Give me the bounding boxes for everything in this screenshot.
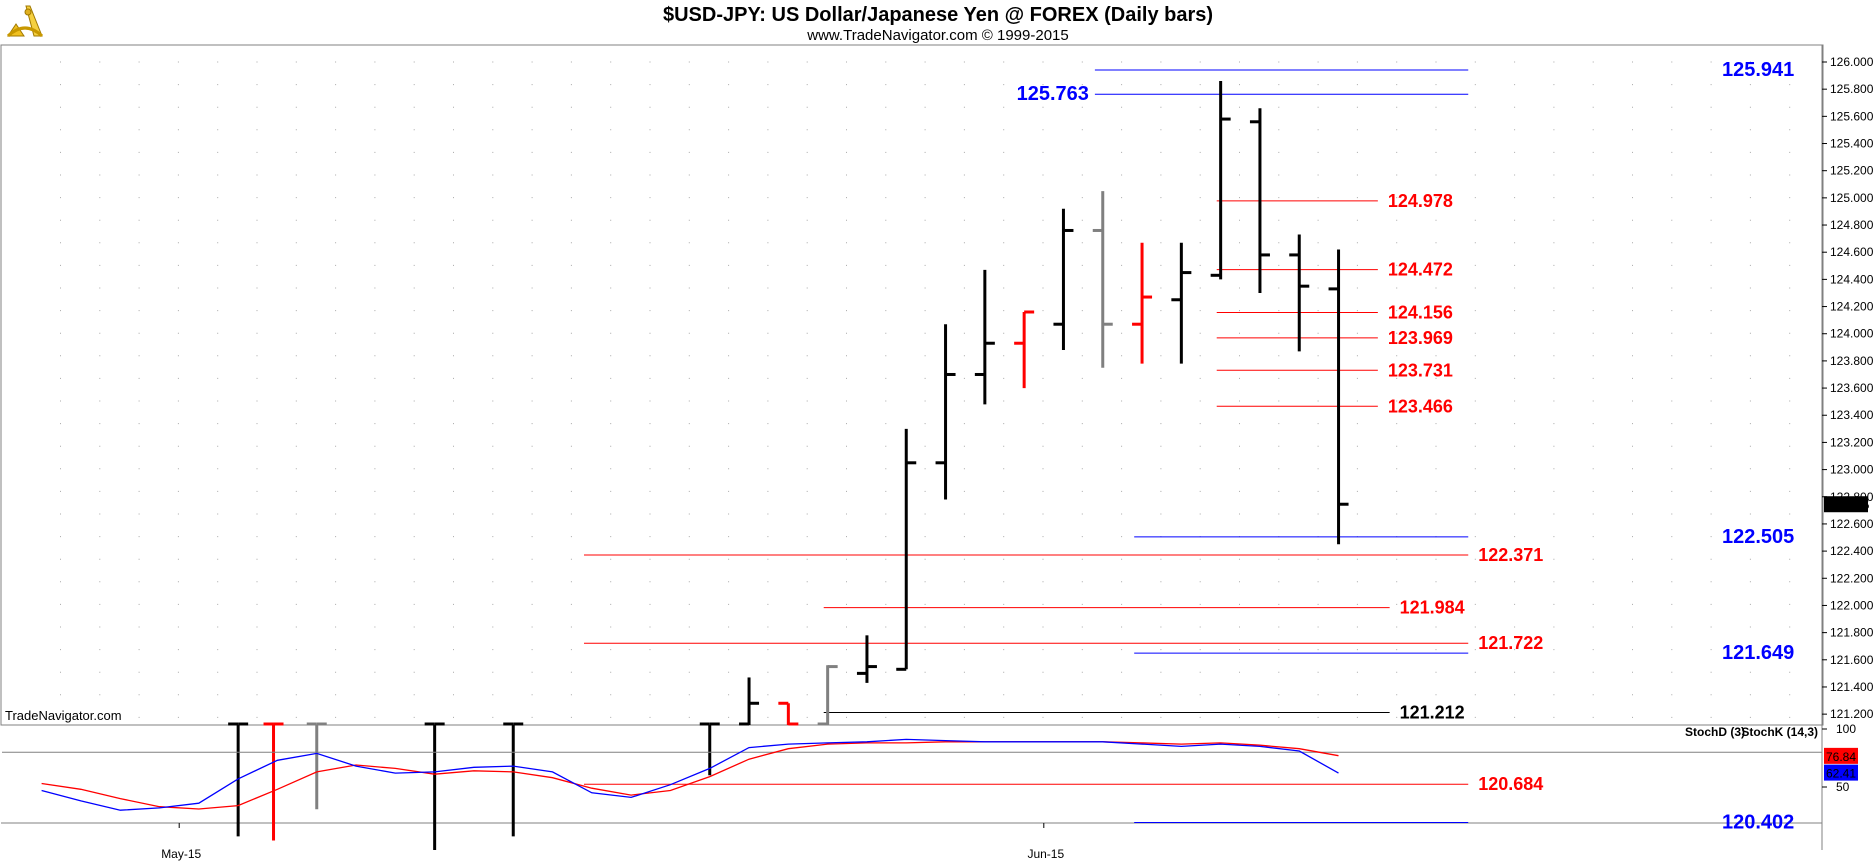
sextant-logo-icon [6, 5, 44, 38]
price-tick-label: 121.200 [1830, 707, 1874, 721]
watermark: TradeNavigator.com [5, 708, 122, 723]
date-axis: May-15 Jun-15 [161, 823, 1064, 861]
date-tick-label: Jun-15 [1027, 847, 1064, 861]
price-tick-label: 125.400 [1830, 137, 1874, 151]
grid-dots [60, 61, 1791, 718]
chart-title: $USD-JPY: US Dollar/Japanese Yen @ FOREX… [663, 4, 1213, 26]
logo [6, 5, 44, 38]
price-tick-label: 122.600 [1830, 517, 1874, 531]
price-axis: 126.000 125.800 125.600 125.400 125.200 125.0… [1822, 55, 1874, 721]
level-label: 123.466 [1388, 396, 1453, 416]
level-label: 125.941 [1722, 59, 1794, 81]
last-price-label: 122.745 [1826, 498, 1870, 512]
level-label: 123.731 [1388, 360, 1453, 380]
ohlc-bar [1092, 191, 1113, 368]
level-label: 124.156 [1388, 303, 1453, 323]
level-label: 125.763 [1017, 83, 1089, 105]
ohlc-bar [1053, 208, 1074, 351]
ohlc-bar [263, 722, 284, 841]
stochastic-legend: StochD (3)StochK (14,3) [1685, 725, 1818, 739]
ohlc-bar [1210, 81, 1231, 280]
level-label: 124.472 [1388, 260, 1453, 280]
ohlc-bar [1132, 242, 1153, 364]
last-price-box: 122.745 [1824, 496, 1870, 513]
ohlc-bar [306, 722, 327, 810]
price-tick-label: 121.800 [1830, 626, 1874, 640]
ohlc-bar [935, 324, 956, 500]
legend-stochd: StochD (3) [1685, 725, 1745, 739]
stoch_k-last-bg [1824, 764, 1858, 781]
level-label: 122.505 [1722, 526, 1794, 548]
level-label: 123.969 [1388, 328, 1453, 348]
price-tick-label: 122.400 [1830, 544, 1874, 558]
grid-dot-pattern [60, 61, 1791, 718]
price-tick-label: 122.000 [1830, 598, 1874, 612]
ohlc-bar [1014, 310, 1035, 389]
ohlc-bar [817, 665, 838, 726]
level-label: 121.212 [1400, 703, 1465, 723]
price-tick-label: 123.600 [1830, 381, 1874, 395]
price-bars [228, 81, 1349, 850]
ohlc-bar [699, 722, 720, 776]
ohlc-bar [424, 722, 445, 850]
price-tick-label: 124.600 [1830, 245, 1874, 259]
ohlc-bar [1289, 234, 1310, 352]
price-tick-label: 124.400 [1830, 272, 1874, 286]
ohlc-bar [228, 722, 249, 837]
level-label: 121.722 [1478, 633, 1543, 653]
level-label: 120.402 [1722, 812, 1794, 834]
price-tick-label: 125.000 [1830, 191, 1874, 205]
ohlc-bar [1171, 242, 1192, 364]
price-tick-label: 125.200 [1830, 164, 1874, 178]
date-tick-label: May-15 [161, 847, 201, 861]
ohlc-bar [1249, 108, 1270, 293]
osc-tick-label: 100 [1836, 722, 1856, 736]
price-tick-label: 124.200 [1830, 300, 1874, 314]
oscillator-axis: 100 50 [2, 722, 1856, 794]
ohlc-bar [896, 428, 917, 671]
stoch_d-last-label: 76.84 [1826, 750, 1856, 764]
price-tick-label: 125.600 [1830, 109, 1874, 123]
price-tick-label: 121.600 [1830, 653, 1874, 667]
last-price-bg [1824, 496, 1868, 513]
ohlc-bar [856, 635, 877, 683]
stochk-line [41, 738, 1339, 811]
price-tick-label: 123.200 [1830, 435, 1874, 449]
price-tick-label: 124.800 [1830, 218, 1874, 232]
price-panel-frame [0, 44, 1824, 726]
ohlc-bar [503, 722, 524, 837]
level-label: 124.978 [1388, 191, 1453, 211]
level-label: 120.684 [1478, 774, 1543, 794]
price-tick-label: 123.800 [1830, 354, 1874, 368]
price-tick-label: 125.800 [1830, 82, 1874, 96]
price-tick-label: 123.000 [1830, 463, 1874, 477]
price-tick-label: 122.200 [1830, 571, 1874, 585]
price-tick-label: 124.000 [1830, 327, 1874, 341]
level-label: 121.984 [1400, 598, 1465, 618]
level-label: 122.371 [1478, 545, 1543, 565]
stochastic-oscillator: 76.84 62.41 [41, 738, 1858, 811]
level-label: 121.649 [1722, 642, 1794, 664]
chart-subtitle: www.TradeNavigator.com © 1999-2015 [806, 27, 1068, 44]
ohlc-bar [739, 677, 760, 726]
fib-levels: 125.941 125.763 124.978 124.472 124.156 123.9… [583, 59, 1794, 834]
stoch_d-last-bg [1824, 747, 1858, 764]
price-tick-label: 121.400 [1830, 680, 1874, 694]
ohlc-bar [974, 269, 995, 405]
ohlc-bar [778, 701, 799, 726]
osc-tick-label: 50 [1836, 780, 1850, 794]
ohlc-bar [1328, 249, 1349, 545]
legend-stochk: StochK (14,3) [1741, 725, 1818, 739]
price-tick-label: 123.400 [1830, 408, 1874, 422]
stoch_k-last-label: 62.41 [1826, 767, 1856, 781]
price-tick-label: 126.000 [1830, 55, 1874, 69]
